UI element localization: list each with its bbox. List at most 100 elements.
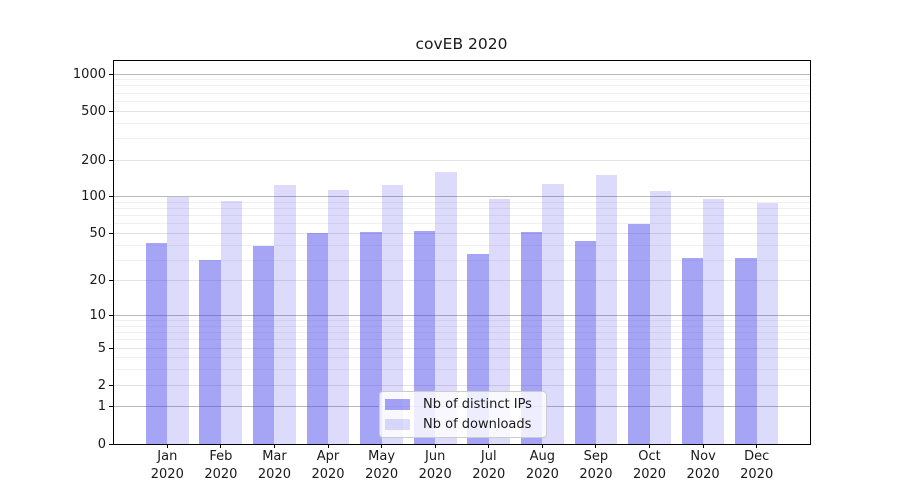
x-tick-label: Mar 2020 (238, 448, 310, 483)
x-tick-mark (488, 444, 490, 448)
y-gridline (114, 347, 810, 349)
x-tick-label: Sep 2020 (560, 448, 632, 483)
x-tick-label: Dec 2020 (721, 448, 793, 483)
legend-swatch-distinct-ips (385, 399, 410, 410)
y-gridline-minor (114, 122, 810, 124)
y-gridline-minor (114, 332, 810, 334)
x-tick-month: Feb (209, 449, 233, 464)
bar-downloads (595, 175, 618, 444)
x-tick-label: Jun 2020 (399, 448, 471, 483)
bar-downloads (274, 185, 296, 444)
x-tick-mark (381, 444, 383, 448)
x-tick-label: Feb 2020 (185, 448, 257, 483)
x-tick-label: Jan 2020 (131, 448, 203, 483)
x-tick-label: May 2020 (346, 448, 418, 483)
y-gridline (114, 110, 810, 112)
x-tick-month: Nov (690, 449, 716, 464)
x-tick-month: Jul (480, 449, 497, 464)
y-gridline-minor (114, 339, 810, 341)
y-tick-label: 20 (89, 273, 106, 289)
y-tick-label: 5 (97, 340, 106, 356)
y-tick-mark (109, 280, 113, 282)
y-gridline-minor (114, 208, 810, 210)
chart-title: covEB 2020 (415, 35, 508, 53)
y-tick-mark (109, 315, 113, 317)
y-gridline-minor (114, 201, 810, 203)
x-tick-label: Aug 2020 (506, 448, 578, 483)
y-tick-label: 1000 (72, 66, 106, 82)
x-tick-year: 2020 (204, 466, 238, 482)
y-gridline (114, 384, 810, 386)
y-tick-mark (109, 159, 113, 161)
x-tick-mark (434, 444, 436, 448)
bar-distinct-ips (413, 231, 436, 444)
x-tick-mark (595, 444, 597, 448)
y-gridline-minor (114, 325, 810, 327)
y-gridline (114, 232, 810, 234)
x-tick-year: 2020 (365, 466, 399, 482)
x-tick-mark (541, 444, 543, 448)
y-gridline-minor (114, 79, 810, 81)
x-tick-month: Apr (316, 449, 340, 464)
y-gridline-major (114, 73, 810, 75)
bar-distinct-ips (628, 223, 650, 444)
x-tick-label: Jul 2020 (453, 448, 525, 483)
x-tick-mark (327, 444, 329, 448)
y-tick-label: 200 (81, 152, 106, 168)
legend-item-downloads: Nb of downloads (385, 417, 546, 432)
x-tick-mark (273, 444, 275, 448)
bar-downloads (649, 190, 671, 444)
x-tick-mark (702, 444, 704, 448)
y-gridline (114, 280, 810, 282)
y-gridline-minor (114, 320, 810, 322)
y-gridline-minor (114, 100, 810, 102)
bar-distinct-ips (681, 258, 704, 444)
y-gridline (114, 159, 810, 161)
x-tick-label: Nov 2020 (667, 448, 739, 483)
y-tick-label: 500 (81, 103, 106, 119)
legend-label-downloads: Nb of downloads (423, 417, 532, 432)
x-tick-month: May (368, 449, 396, 464)
bar-distinct-ips (360, 232, 382, 444)
y-tick-mark (109, 110, 113, 112)
y-tick-mark (109, 384, 113, 386)
y-tick-label: 50 (89, 225, 106, 241)
bar-downloads (488, 199, 511, 444)
bar-downloads (381, 185, 403, 444)
x-tick-month: Jan (157, 449, 178, 464)
x-tick-month: Sep (583, 449, 609, 464)
y-gridline-minor (114, 92, 810, 94)
y-tick-label: 10 (89, 308, 106, 324)
y-gridline-major (114, 315, 810, 317)
x-tick-year: 2020 (311, 466, 345, 482)
x-tick-year: 2020 (472, 466, 506, 482)
bar-distinct-ips (145, 242, 168, 444)
bar-distinct-ips (306, 233, 329, 444)
x-tick-month: Jun (425, 449, 446, 464)
y-gridline-minor (114, 137, 810, 139)
y-gridline-minor (114, 215, 810, 217)
bar-distinct-ips (574, 241, 596, 444)
x-tick-month: Aug (529, 449, 556, 464)
x-tick-year: 2020 (525, 466, 559, 482)
bar-downloads (167, 196, 189, 444)
x-tick-month: Dec (744, 449, 770, 464)
y-tick-mark (109, 73, 113, 75)
legend-label-distinct-ips: Nb of distinct IPs (423, 397, 532, 412)
y-tick-label: 100 (81, 189, 106, 205)
y-tick-mark (109, 232, 113, 234)
y-tick-mark (109, 347, 113, 349)
y-tick-mark (109, 406, 113, 408)
x-tick-mark (220, 444, 222, 448)
x-tick-year: 2020 (740, 466, 774, 482)
y-gridline-major (114, 196, 810, 198)
x-tick-year: 2020 (686, 466, 720, 482)
x-tick-year: 2020 (418, 466, 452, 482)
bar-downloads (435, 171, 457, 444)
y-tick-label: 0 (97, 436, 106, 452)
x-tick-mark (756, 444, 758, 448)
y-tick-mark (109, 196, 113, 198)
x-tick-mark (166, 444, 168, 448)
x-tick-year: 2020 (632, 466, 667, 482)
